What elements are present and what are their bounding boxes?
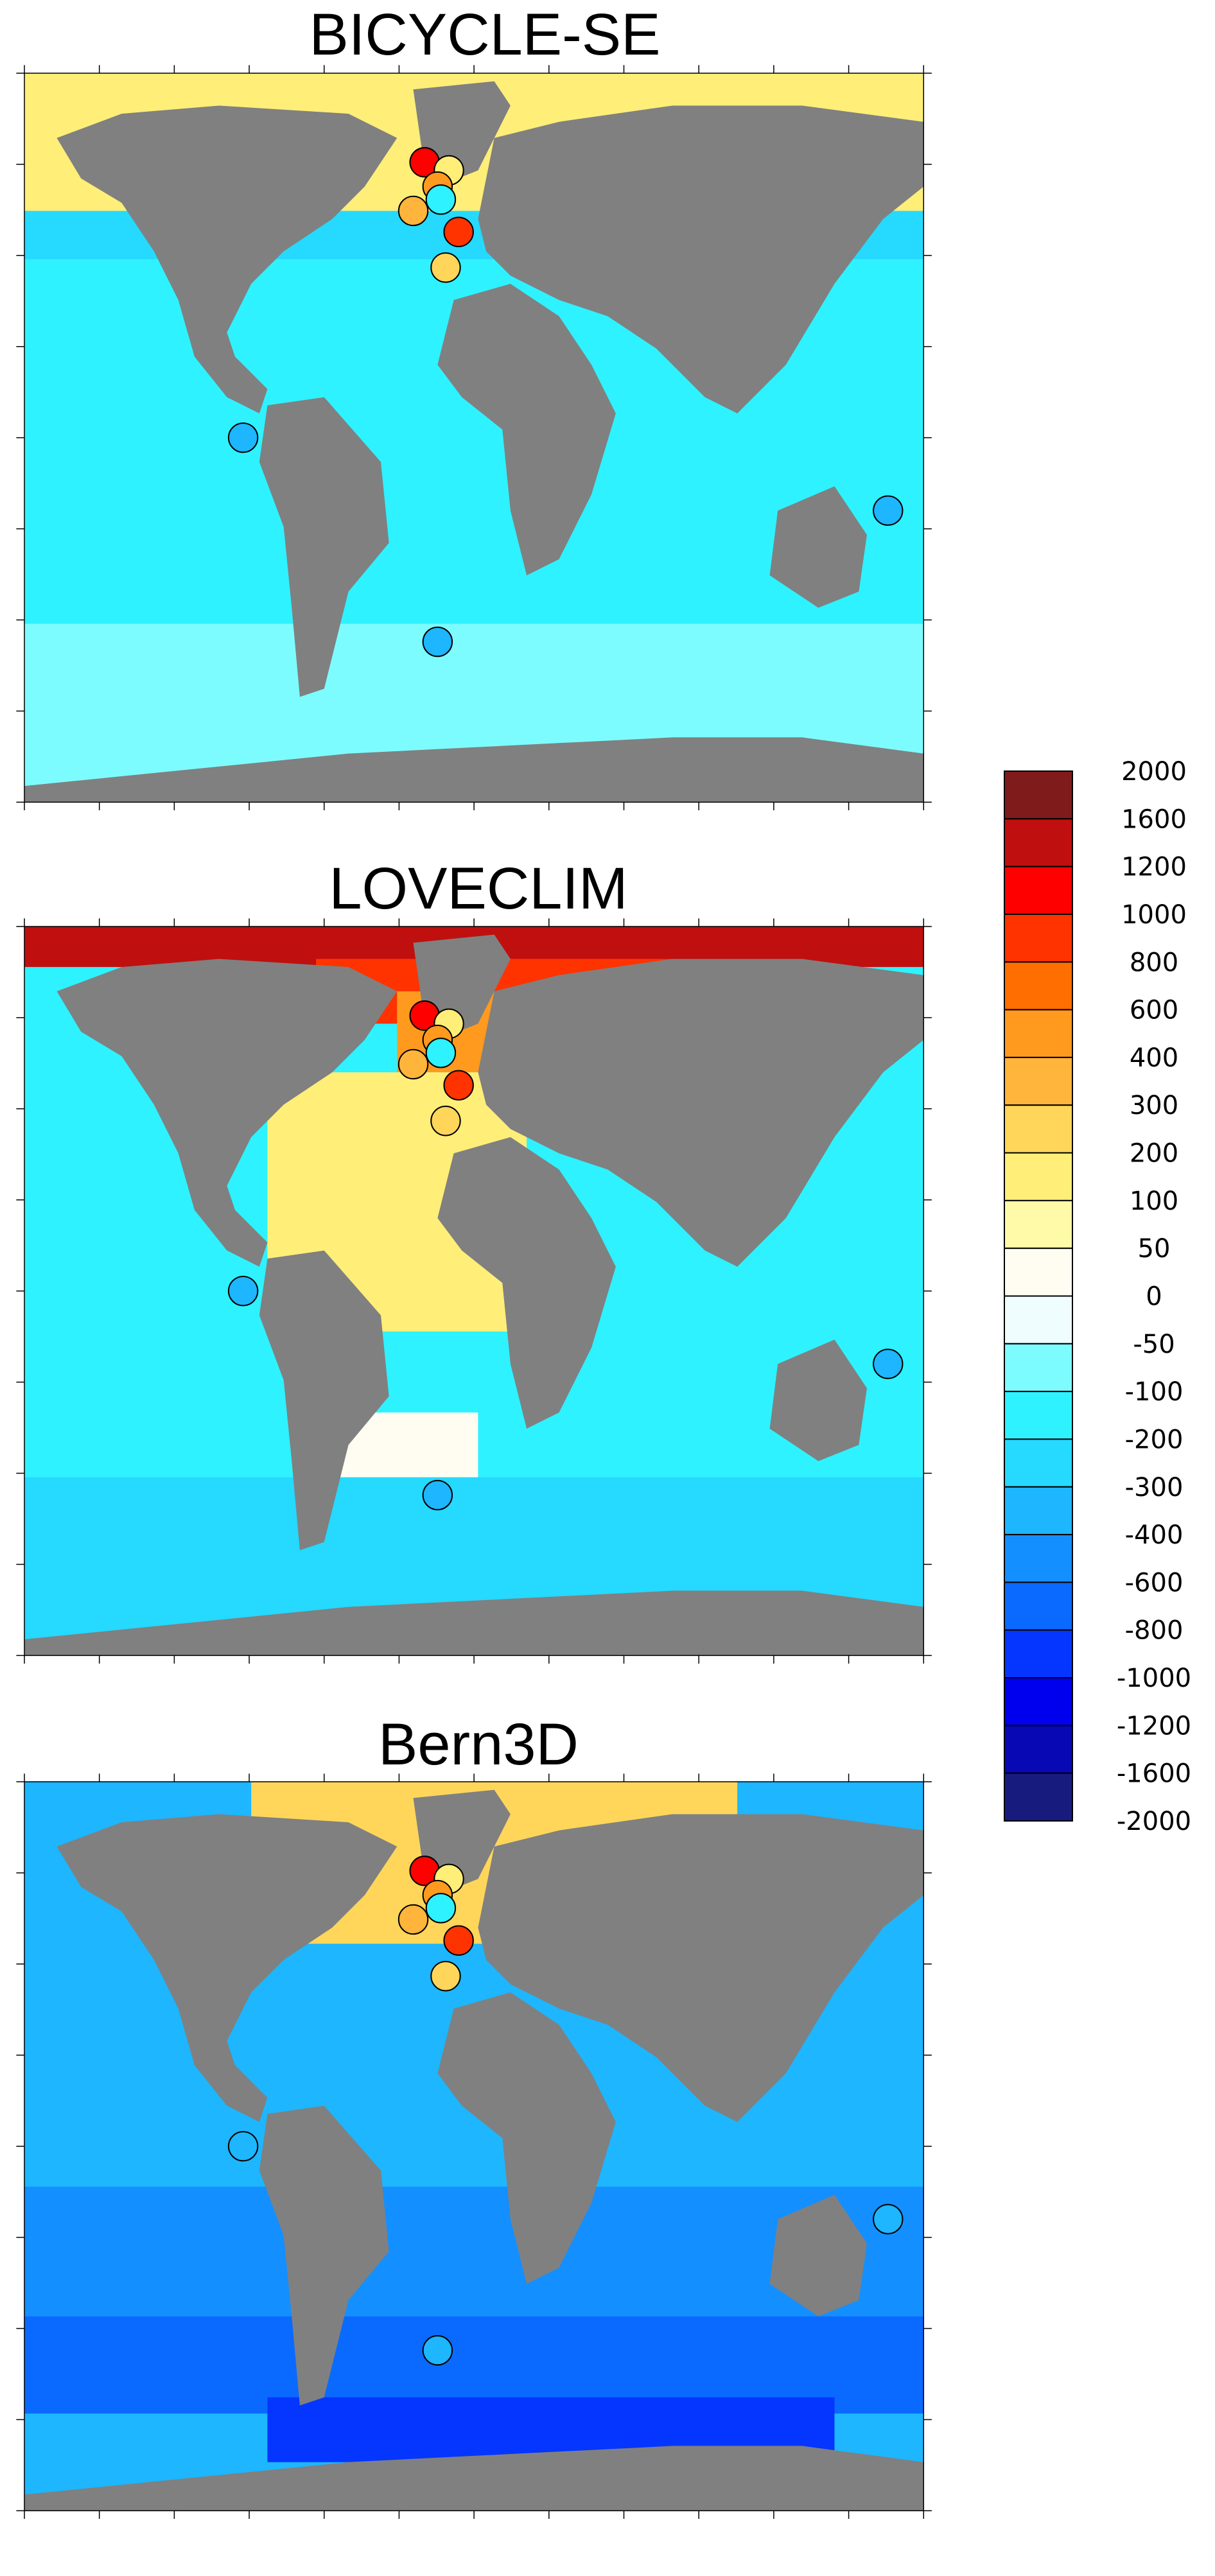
colorbar-label: 50 (1138, 1234, 1171, 1264)
colorbar-segment (1004, 1772, 1073, 1822)
colorbar-label: 400 (1130, 1043, 1178, 1073)
colorbar-segment (1004, 913, 1073, 963)
site-marker (430, 252, 461, 283)
site-marker (227, 422, 259, 453)
site-marker (398, 1904, 429, 1935)
panel-title: BICYCLE-SE (309, 2, 660, 67)
colorbar-segment (1004, 1152, 1073, 1201)
site-marker (227, 1275, 259, 1307)
colorbar-segment (1004, 1534, 1073, 1583)
colorbar-label: -800 (1125, 1616, 1184, 1646)
colorbar-segment (1004, 961, 1073, 1011)
colorbar-segment (1004, 866, 1073, 915)
colorbar-segment (1004, 1343, 1073, 1393)
colorbar-label: 1000 (1121, 900, 1187, 930)
colorbar-label: -400 (1125, 1520, 1184, 1550)
site-marker (422, 1479, 453, 1511)
colorbar-label: -600 (1125, 1568, 1184, 1597)
colorbar-label: 0 (1146, 1282, 1162, 1312)
colorbar-segment (1004, 1391, 1073, 1440)
site-marker (398, 1049, 429, 1080)
colorbar-label: 800 (1130, 948, 1178, 977)
colorbar-label: -1000 (1117, 1664, 1191, 1693)
site-marker (873, 1348, 904, 1379)
colorbar-label: 1200 (1121, 853, 1187, 882)
site-marker (430, 1961, 461, 1992)
site-marker (873, 495, 904, 526)
site-marker (422, 2335, 453, 2366)
site-marker (425, 184, 457, 215)
map-panel (16, 65, 932, 810)
colorbar-segment (1004, 1486, 1073, 1536)
colorbar-label: -1600 (1117, 1759, 1191, 1789)
site-marker (443, 216, 474, 247)
site-marker (430, 1106, 461, 1136)
colorbar-label: 100 (1130, 1187, 1178, 1216)
colorbar-label: -300 (1125, 1473, 1184, 1502)
colorbar-segment (1004, 770, 1073, 820)
site-marker (398, 195, 429, 227)
colorbar-segment (1004, 1248, 1073, 1297)
colorbar-label: 2000 (1121, 757, 1187, 787)
site-marker (443, 1070, 474, 1101)
colorbar-segment (1004, 1629, 1073, 1679)
colorbar-segment (1004, 1581, 1073, 1631)
colorbar-segment (1004, 1199, 1073, 1249)
panel-title: Bern3D (378, 1712, 579, 1777)
colorbar-label: -1200 (1117, 1711, 1191, 1741)
colorbar-segment (1004, 1677, 1073, 1727)
colorbar-segment (1004, 1104, 1073, 1154)
colorbar-label: -2000 (1117, 1807, 1191, 1836)
panel-title: LOVECLIM (329, 856, 627, 921)
map-panel (16, 1773, 932, 2519)
colorbar-segment (1004, 1009, 1073, 1058)
colorbar-segment (1004, 1056, 1073, 1106)
colorbar-segment (1004, 818, 1073, 867)
colorbar-label: -200 (1125, 1425, 1184, 1454)
colorbar-label: 1600 (1121, 805, 1187, 834)
site-marker (425, 1893, 457, 1924)
site-marker (422, 626, 453, 657)
site-marker (227, 2130, 259, 2162)
colorbar-label: 300 (1130, 1091, 1178, 1120)
colorbar-label: -100 (1125, 1377, 1184, 1407)
colorbar-segment (1004, 1438, 1073, 1488)
map-panel (16, 918, 932, 1664)
colorbar-segment (1004, 1295, 1073, 1345)
site-marker (425, 1038, 457, 1068)
colorbar-segment (1004, 1725, 1073, 1774)
colorbar-label: -50 (1133, 1330, 1175, 1359)
site-marker (443, 1925, 474, 1956)
colorbar-label: 200 (1130, 1139, 1178, 1169)
site-marker (873, 2204, 904, 2234)
colorbar-label: 600 (1130, 996, 1178, 1025)
